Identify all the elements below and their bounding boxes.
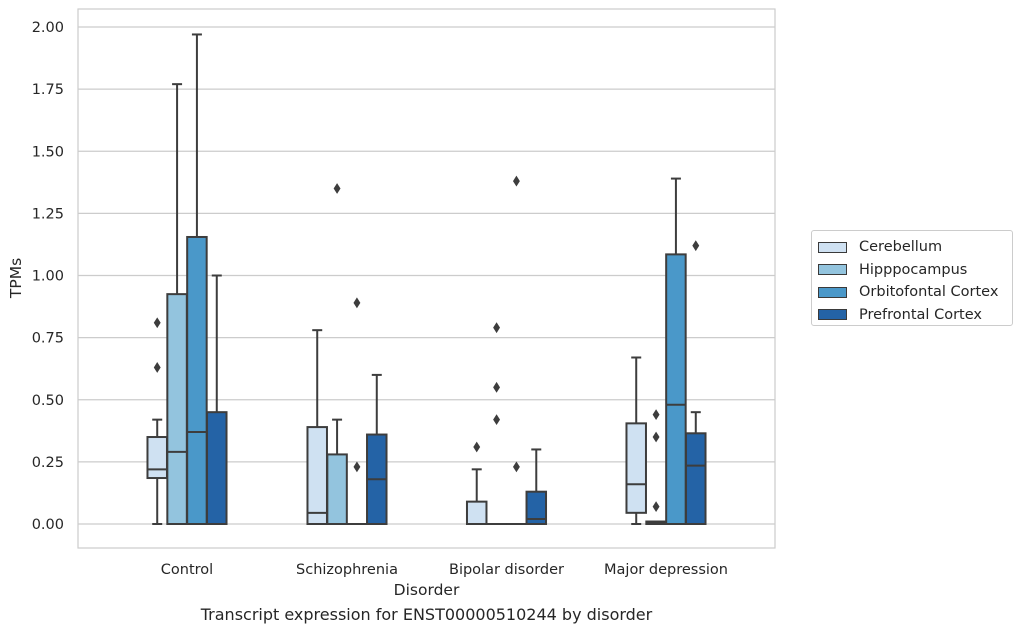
outlier-point: [652, 431, 660, 443]
legend-label: Orbitofontal Cortex: [859, 284, 999, 301]
y-tick-label: 1.00: [32, 269, 64, 285]
outlier-point: [353, 297, 361, 309]
box-body: [186, 235, 208, 525]
legend-swatch: [818, 264, 847, 276]
box-3-0: [206, 274, 228, 525]
box-3-3: [685, 240, 707, 525]
legend-label: Cerebellum: [859, 239, 943, 256]
legend-item: Cerebellum: [818, 236, 1012, 259]
box-0-3: [625, 356, 647, 525]
y-tick-label: 2.00: [32, 20, 64, 36]
y-tick-labels: 0.00 0.25 0.50 0.75 1.00 1.25 1.50 1.75 2.00: [32, 20, 64, 533]
box-1-2: [485, 322, 508, 526]
legend-item: Hipppocampus: [818, 259, 1012, 282]
outlier-point: [153, 317, 161, 329]
x-tick-label: Bipolar disorder: [449, 562, 564, 578]
outlier-point: [493, 322, 501, 334]
legend-swatch: [818, 286, 847, 298]
box-body: [465, 500, 488, 526]
outlier-point: [473, 441, 481, 453]
outlier-point: [512, 175, 520, 187]
outlier-point: [493, 381, 501, 393]
outlier-point: [153, 362, 161, 373]
outlier-point: [493, 414, 501, 426]
legend-item: Prefrontal Cortex: [818, 304, 1012, 327]
box-3-2: [525, 448, 548, 526]
box-body: [206, 411, 228, 525]
box-body: [625, 422, 647, 514]
box-2-3: [665, 177, 687, 525]
y-axis-label: TPMs: [7, 258, 25, 299]
chart-title: Transcript expression for ENST0000051024…: [200, 605, 653, 624]
legend-swatch: [818, 309, 847, 321]
outlier-point: [333, 183, 341, 194]
x-tick-label: Major depression: [604, 562, 728, 578]
box-0-2: [465, 441, 488, 526]
box-body: [665, 253, 687, 525]
box-body: [525, 490, 548, 526]
box-groups: [146, 33, 707, 526]
box-3-1: [366, 373, 388, 526]
outlier-point: [652, 501, 660, 513]
y-tick-label: 0.00: [32, 517, 64, 533]
box-body: [146, 436, 168, 480]
y-tick-label: 1.25: [32, 206, 64, 222]
y-tick-label: 0.75: [32, 331, 64, 347]
y-tick-label: 1.75: [32, 82, 64, 98]
legend-label: Hipppocampus: [859, 261, 968, 278]
y-tick-label: 0.25: [32, 455, 64, 471]
legend-label: Prefrontal Cortex: [859, 306, 982, 323]
legend-swatch: [818, 241, 847, 253]
x-tick-labels: Control Schizophrenia Bipolar disorder Majo…: [161, 562, 728, 578]
plot-frame: [77, 8, 776, 549]
box-1-1: [326, 183, 348, 526]
box-body: [306, 426, 328, 525]
box-body: [166, 293, 188, 526]
x-tick-label: Control: [161, 562, 213, 578]
box-2-0: [186, 33, 208, 525]
box-body: [685, 432, 707, 525]
y-tick-label: 1.50: [32, 144, 64, 160]
outlier-point: [512, 461, 520, 473]
box-body: [326, 453, 348, 526]
outlier-point: [353, 461, 361, 473]
outlier-point: [652, 409, 660, 421]
legend: Cerebellum Hipppocampus Orbitofontal Corte…: [811, 230, 1013, 326]
outlier-point: [692, 240, 700, 252]
x-tick-label: Schizophrenia: [296, 562, 398, 578]
legend-item: Orbitofontal Cortex: [818, 281, 1012, 304]
x-axis-label: Disorder: [394, 581, 460, 599]
y-tick-label: 0.50: [32, 393, 64, 409]
